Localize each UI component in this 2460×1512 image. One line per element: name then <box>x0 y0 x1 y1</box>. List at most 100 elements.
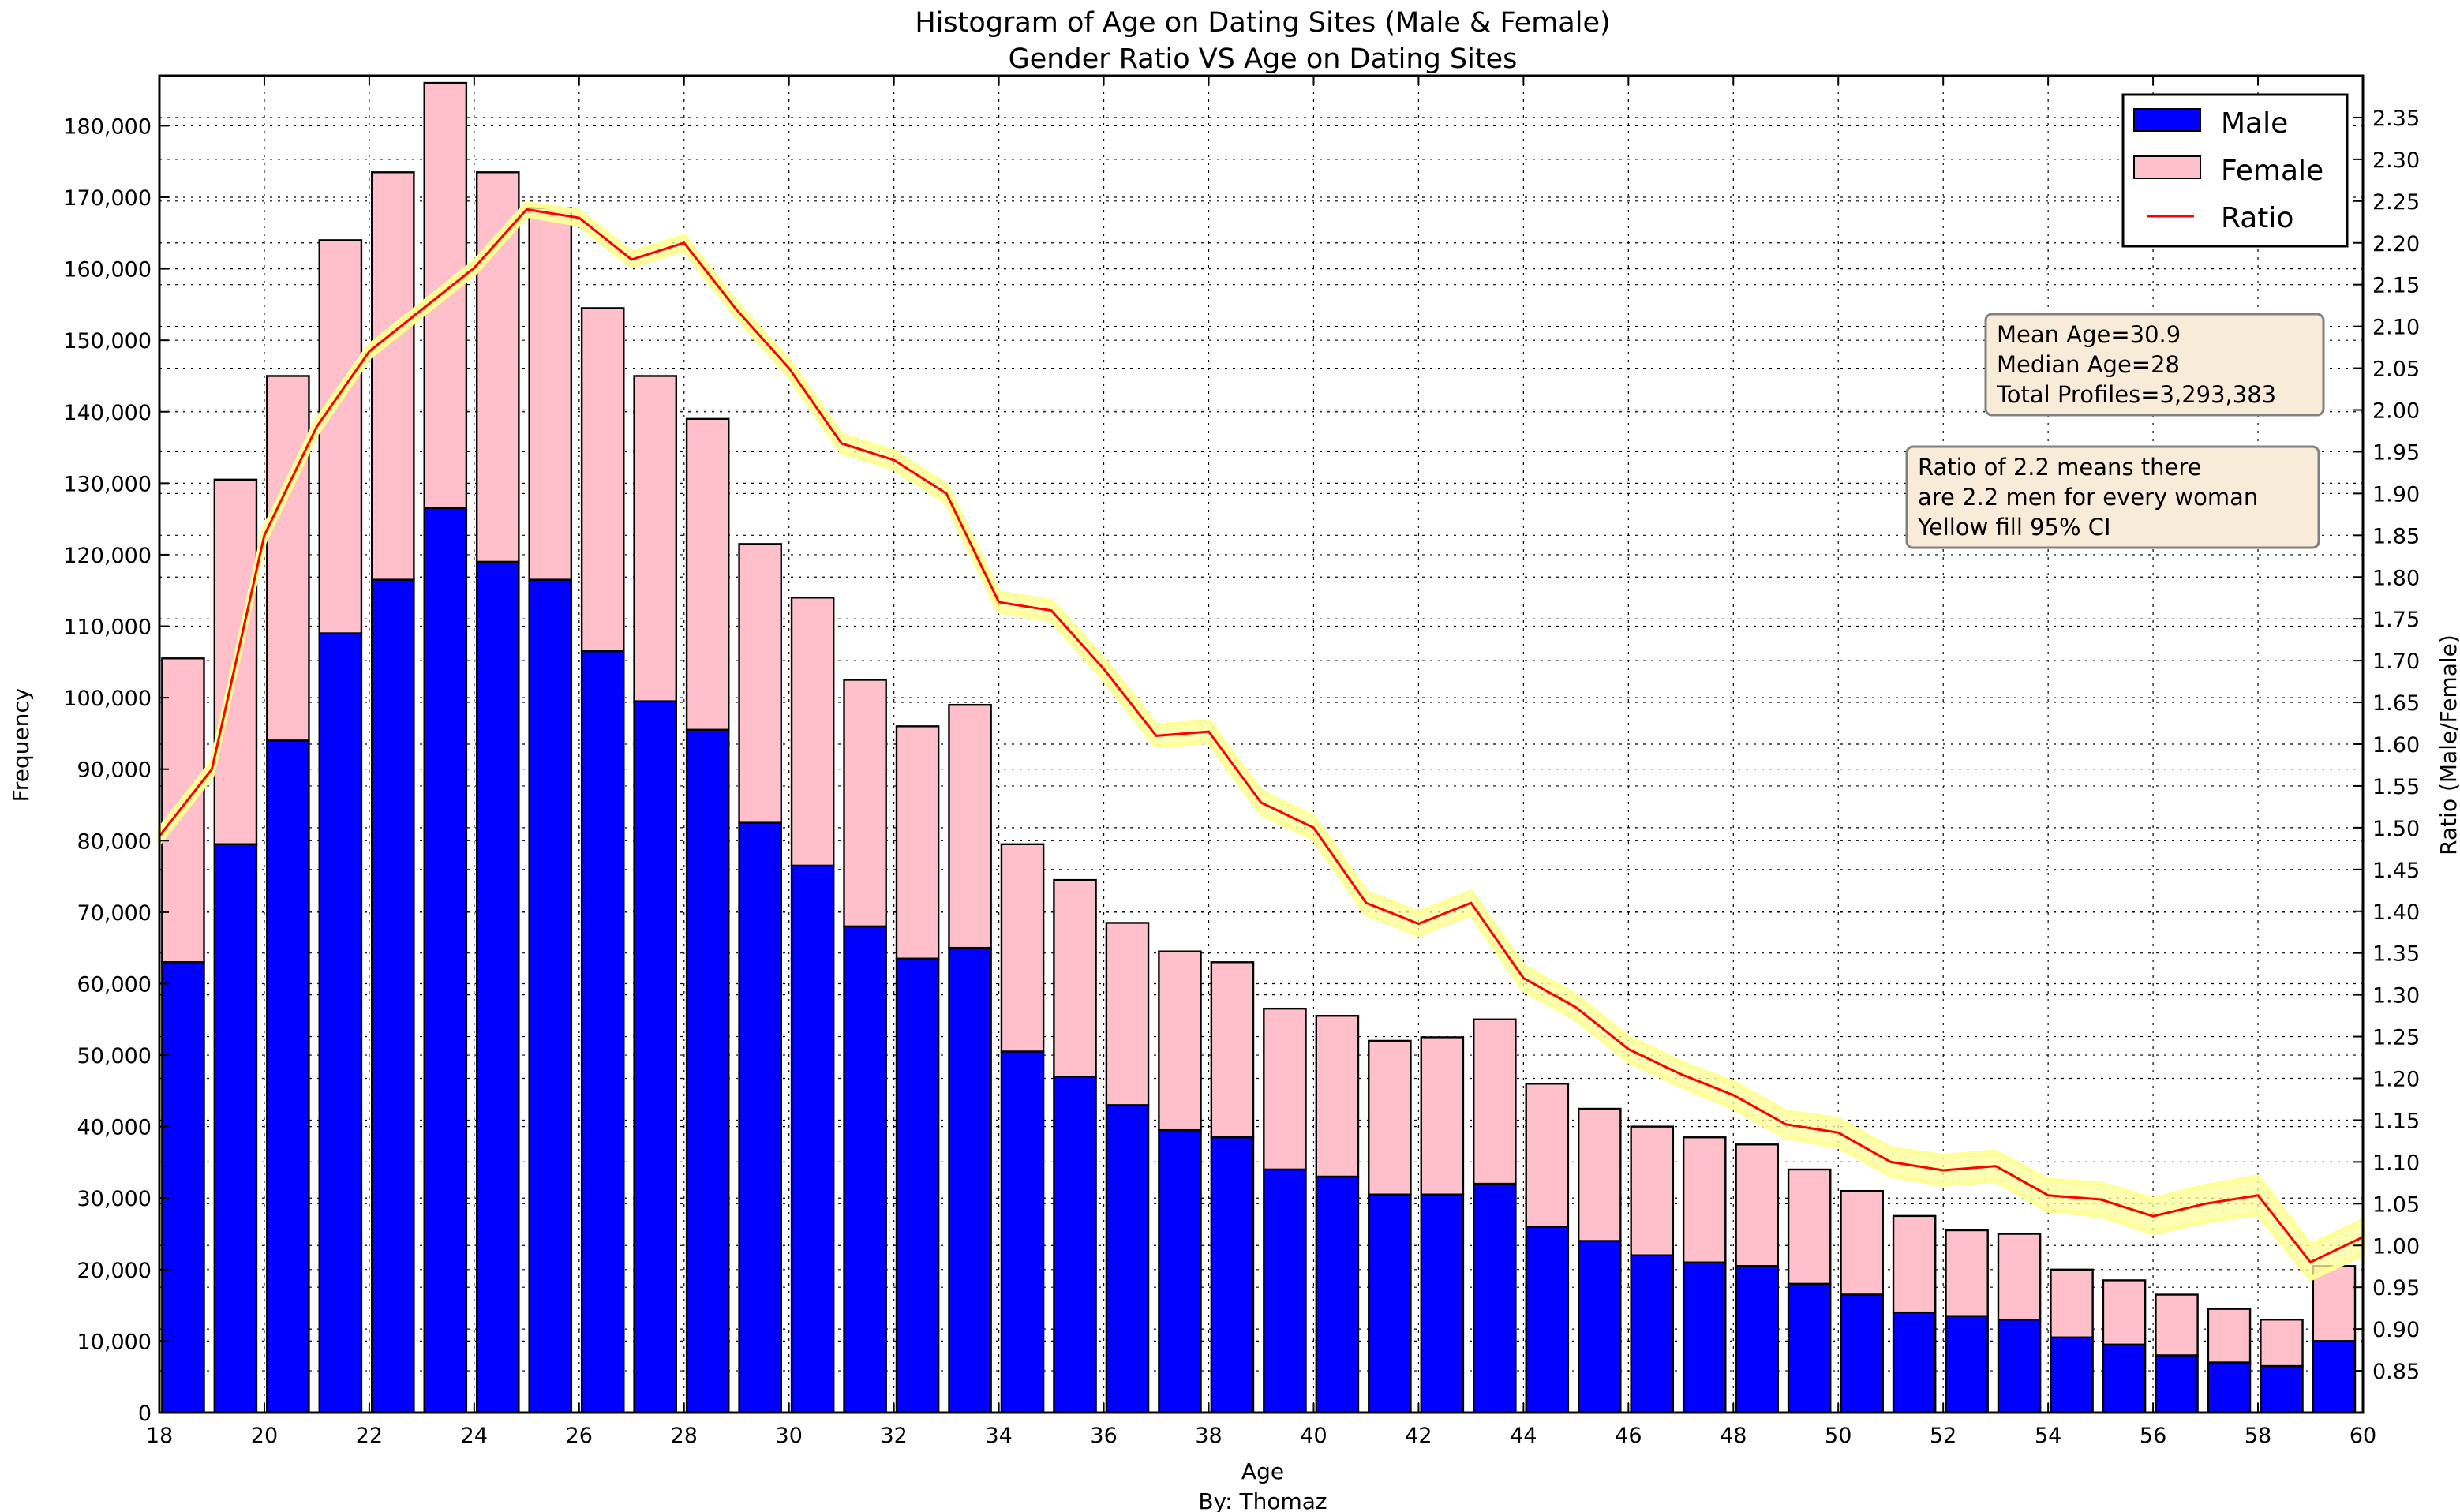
y-tick-label: 0 <box>138 1402 152 1426</box>
x-tick-label: 32 <box>880 1424 907 1448</box>
x-tick-label: 52 <box>1930 1424 1956 1448</box>
y-tick-label: 180,000 <box>63 114 152 139</box>
bar-female <box>2155 1293 2199 1357</box>
x-tick-label: 48 <box>1720 1424 1747 1448</box>
bar-male <box>1105 1104 1150 1414</box>
bar-male <box>633 700 677 1414</box>
bar-female <box>633 375 677 702</box>
ratio-line <box>158 208 2364 1264</box>
bar-female <box>1840 1189 1884 1296</box>
y-right-tick-label: 1.15 <box>2372 1109 2420 1133</box>
x-tick-label: 36 <box>1090 1424 1117 1448</box>
bar-male <box>738 821 782 1414</box>
y-tick-label: 120,000 <box>63 544 152 568</box>
y-tick-label: 70,000 <box>77 901 152 926</box>
bar-female <box>738 543 782 824</box>
bar-female <box>1525 1083 1570 1228</box>
y-right-tick-label: 2.10 <box>2372 316 2420 340</box>
y-right-tick-label: 1.85 <box>2372 524 2420 548</box>
bar-female <box>1682 1136 1727 1263</box>
bar-female <box>1945 1229 1989 1317</box>
bar-female <box>1735 1143 1779 1267</box>
legend: Male Female Ratio <box>2121 93 2349 248</box>
chart-subtitle: Gender Ratio VS Age on Dating Sites <box>1009 43 1518 75</box>
bar-male <box>1525 1226 1570 1414</box>
y-right-tick-label: 1.00 <box>2372 1234 2420 1259</box>
bar-male <box>2260 1364 2304 1414</box>
bar-female <box>1997 1233 2042 1321</box>
y-right-tick-label: 2.15 <box>2372 274 2420 298</box>
bar-female <box>580 307 625 653</box>
y-right-tick-label: 1.40 <box>2372 900 2420 925</box>
note-line-1: Ratio of 2.2 means there <box>1918 454 2201 481</box>
y-tick-label: 140,000 <box>63 401 152 425</box>
bar-male <box>685 728 730 1414</box>
bar-female <box>371 171 415 581</box>
bar-female <box>1892 1214 1937 1314</box>
chart-title: Histogram of Age on Dating Sites (Male &… <box>915 7 1610 39</box>
note-line-2: are 2.2 men for every woman <box>1918 484 2258 511</box>
bar-female <box>1473 1018 1517 1185</box>
bar-male <box>1420 1193 1465 1414</box>
y-tick-label: 50,000 <box>77 1044 152 1069</box>
y-tick-label: 10,000 <box>77 1330 152 1354</box>
y-tick-label: 90,000 <box>77 758 152 783</box>
y-tick-label: 60,000 <box>77 972 152 997</box>
bar-male <box>1158 1128 1202 1414</box>
bar-male <box>1473 1182 1517 1414</box>
bar-male <box>1210 1136 1255 1414</box>
bar-female <box>1000 843 1045 1053</box>
legend-label-male: Male <box>2221 107 2288 140</box>
bar-female <box>1315 1015 1360 1178</box>
x-tick-label: 38 <box>1195 1424 1222 1448</box>
y-right-tick-label: 1.55 <box>2372 775 2420 799</box>
bar-female <box>1420 1036 1465 1196</box>
bars <box>161 81 2357 1414</box>
y-right-tick-label: 1.35 <box>2372 942 2420 967</box>
y-right-tick-label: 1.50 <box>2372 817 2420 841</box>
x-tick-label: 22 <box>356 1424 383 1448</box>
y-right-tick-label: 0.95 <box>2372 1276 2420 1301</box>
bar-female <box>843 679 887 928</box>
y-right-tick-label: 2.25 <box>2372 190 2420 215</box>
x-tick-label: 56 <box>2140 1424 2166 1448</box>
x-tick-label: 24 <box>461 1424 488 1448</box>
bar-female <box>1577 1107 1622 1242</box>
bar-female <box>1630 1125 1675 1256</box>
ratio-note-annotation: Ratio of 2.2 means there are 2.2 men for… <box>1905 445 2320 549</box>
stats-total: Total Profiles=3,293,383 <box>1996 381 2276 408</box>
bar-male <box>1368 1193 1412 1414</box>
bar-male <box>1735 1265 1779 1414</box>
bar-male <box>528 578 573 1414</box>
bar-female <box>318 239 363 634</box>
note-box <box>1905 445 2320 549</box>
bar-female <box>528 207 573 581</box>
bar-male <box>1577 1240 1622 1414</box>
y-right-tick-label: 2.00 <box>2372 399 2420 424</box>
bar-female <box>1053 878 1097 1078</box>
ratio-line-group <box>158 208 2364 1264</box>
stats-annotation: Mean Age=30.9 Median Age=28 Total Profil… <box>1984 313 2325 417</box>
bar-male <box>2207 1361 2252 1414</box>
y-tick-label: 150,000 <box>63 329 152 354</box>
x-tick-label: 18 <box>146 1424 173 1448</box>
bar-male <box>1630 1254 1675 1414</box>
x-tick-label: 30 <box>776 1424 803 1448</box>
x-tick-label: 50 <box>1825 1424 1852 1448</box>
bar-male <box>1892 1311 1937 1414</box>
y-right-tick-label: 2.35 <box>2372 107 2420 131</box>
bar-female <box>1368 1039 1412 1196</box>
y-tick-label: 110,000 <box>63 616 152 640</box>
bar-female <box>2312 1265 2357 1342</box>
y-tick-label: 80,000 <box>77 829 152 854</box>
bar-female <box>1158 950 1202 1132</box>
y-tick-label: 30,000 <box>77 1187 152 1211</box>
x-tick-label: 28 <box>671 1424 698 1448</box>
bar-female <box>2102 1279 2147 1346</box>
bar-male <box>475 560 520 1414</box>
bar-female <box>895 725 940 960</box>
axis-ticks: 18 20 22 24 26 28 30 32 34 36 38 40 42 44 46 48 50 52 54 56… <box>63 76 2420 1448</box>
y-right-axis-label: Ratio (Male/Female) <box>2436 634 2460 855</box>
y-tick-label: 160,000 <box>63 258 152 283</box>
